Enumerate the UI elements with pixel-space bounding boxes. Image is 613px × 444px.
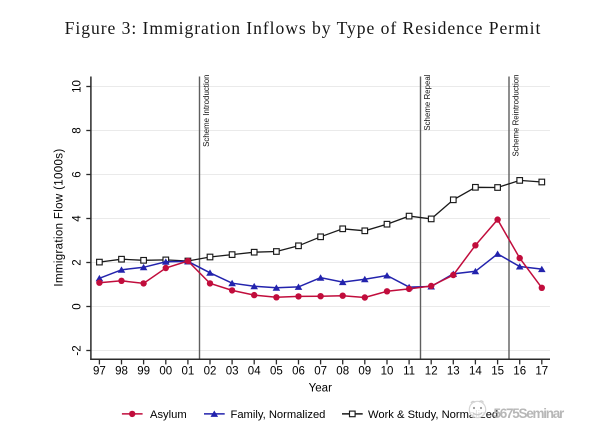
svg-text:17: 17 <box>535 366 548 378</box>
svg-text:06: 06 <box>292 366 305 378</box>
svg-text:Scheme Repeal: Scheme Repeal <box>423 74 432 130</box>
svg-text:10: 10 <box>381 366 394 378</box>
svg-text:01: 01 <box>182 366 195 378</box>
svg-text:08: 08 <box>336 366 349 378</box>
svg-text:Scheme Introduction: Scheme Introduction <box>202 75 211 147</box>
svg-text:15: 15 <box>491 366 504 378</box>
svg-text:Immigration Flow (1000s): Immigration Flow (1000s) <box>54 148 66 286</box>
svg-text:2: 2 <box>71 259 83 265</box>
svg-text:14: 14 <box>469 366 482 378</box>
svg-text:12: 12 <box>425 366 438 378</box>
svg-text:98: 98 <box>115 366 128 378</box>
svg-text:99: 99 <box>137 366 150 378</box>
svg-text:Year: Year <box>309 382 332 394</box>
svg-text:10: 10 <box>71 80 83 93</box>
svg-text:-2: -2 <box>71 345 83 355</box>
svg-text:11: 11 <box>403 366 415 378</box>
svg-text:Asylum: Asylum <box>150 409 187 421</box>
svg-text:4: 4 <box>71 215 83 222</box>
svg-text:6: 6 <box>71 171 83 177</box>
svg-text:Figure 3: Immigration Inflows: Figure 3: Immigration Inflows by Type of… <box>65 18 542 38</box>
svg-text:8: 8 <box>71 127 83 133</box>
svg-text:0: 0 <box>71 303 83 309</box>
svg-text:07: 07 <box>314 366 327 378</box>
svg-text:03: 03 <box>226 366 239 378</box>
svg-text:Work & Study, Normalized: Work & Study, Normalized <box>368 409 498 421</box>
svg-text:00: 00 <box>159 366 172 378</box>
svg-text:05: 05 <box>270 366 283 378</box>
svg-text:Scheme Reintroduction: Scheme Reintroduction <box>512 75 521 157</box>
svg-text:5675Seminar: 5675Seminar <box>494 406 566 421</box>
svg-text:16: 16 <box>513 366 526 378</box>
svg-text:Family, Normalized: Family, Normalized <box>231 409 326 421</box>
svg-text:04: 04 <box>248 366 261 378</box>
svg-text:09: 09 <box>358 366 371 378</box>
svg-text:97: 97 <box>93 366 106 378</box>
svg-text:13: 13 <box>447 366 460 378</box>
svg-text:02: 02 <box>204 366 217 378</box>
